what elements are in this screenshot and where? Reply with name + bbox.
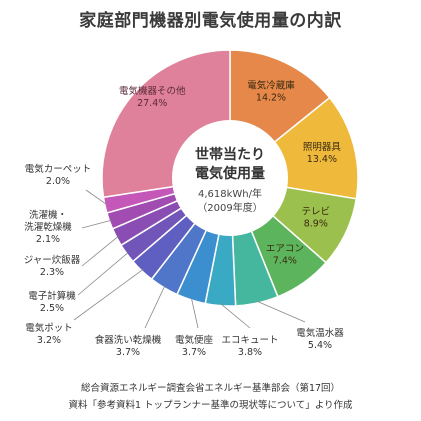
slice-name-tv: テレビ xyxy=(302,207,331,218)
leader-washing-machine xyxy=(81,219,112,229)
slice-name-dishwasher: 食器洗い乾燥機 xyxy=(95,334,162,346)
leader-eco-cute xyxy=(220,303,251,329)
slice-name-washing-machine-2: 洗濯乾燥機 xyxy=(24,221,72,233)
slice-value-tv: 8.9% xyxy=(304,219,328,230)
donut-hole xyxy=(172,120,288,236)
slice-value-washing-machine: 2.1% xyxy=(36,234,60,245)
slice-name-toilet-seat: 電気便座 xyxy=(175,334,214,346)
center-label-line2: 電気使用量 xyxy=(195,165,265,182)
leader-computer xyxy=(77,252,129,296)
center-text: 世帯当たり 電気使用量 4,618kWh/年 （2009年度） xyxy=(195,146,265,214)
leader-electric-pot xyxy=(73,268,144,321)
center-year: （2009年度） xyxy=(197,201,262,214)
slice-name-rice-cooker: ジャー炊飯器 xyxy=(24,254,81,266)
slice-name-eco-cute: エコキュート xyxy=(221,335,278,346)
slice-value-other: 27.4% xyxy=(137,98,167,109)
slice-name-electric-pot: 電気ポット xyxy=(25,322,73,334)
source-line-2: 資料「参考資料1 トップランナー基準の現状等について」より作成 xyxy=(68,400,353,411)
chart-title: 家庭部門機器別電気使用量の内訳 xyxy=(79,11,342,31)
slice-name-water-heater: 電気温水器 xyxy=(296,327,344,339)
slice-value-dishwasher: 3.7% xyxy=(116,347,140,358)
slice-name-other: 電気機器その他 xyxy=(119,85,186,97)
slice-value-electric-pot: 3.2% xyxy=(37,335,61,346)
leader-water-heater xyxy=(256,300,306,323)
leader-dishwasher xyxy=(144,285,166,329)
slice-value-eco-cute: 3.8% xyxy=(238,347,262,358)
slice-value-rice-cooker: 2.3% xyxy=(40,267,64,278)
leader-toilet-seat xyxy=(191,297,199,329)
slice-value-refrigerator: 14.2% xyxy=(256,92,286,103)
leader-lines xyxy=(73,189,306,329)
slice-value-lighting: 13.4% xyxy=(307,154,337,165)
center-label-line1: 世帯当たり xyxy=(195,146,265,163)
slice-name-electric-carpet: 電気カーペット xyxy=(25,163,92,175)
center-value: 4,618kWh/年 xyxy=(198,187,262,200)
slice-name-refrigerator: 電気冷蔵庫 xyxy=(247,79,295,91)
slice-name-air-conditioner: エアコン xyxy=(266,244,304,255)
slice-name-lighting: 照明器具 xyxy=(303,142,342,153)
slice-value-toilet-seat: 3.7% xyxy=(182,347,206,358)
slice-value-computer: 2.5% xyxy=(40,303,64,314)
slice-value-water-heater: 5.4% xyxy=(308,340,332,351)
slice-value-air-conditioner: 7.4% xyxy=(273,256,297,267)
leader-electric-carpet xyxy=(85,189,108,206)
source-line-1: 総合資源エネルギー調査会省エネルギー基準部会（第17回） xyxy=(80,383,341,394)
slice-name-computer: 電子計算機 xyxy=(28,290,76,302)
slice-name-washing-machine-1: 洗濯機・ xyxy=(29,209,67,221)
leader-rice-cooker xyxy=(81,235,119,267)
slice-value-electric-carpet: 2.0% xyxy=(46,176,70,187)
